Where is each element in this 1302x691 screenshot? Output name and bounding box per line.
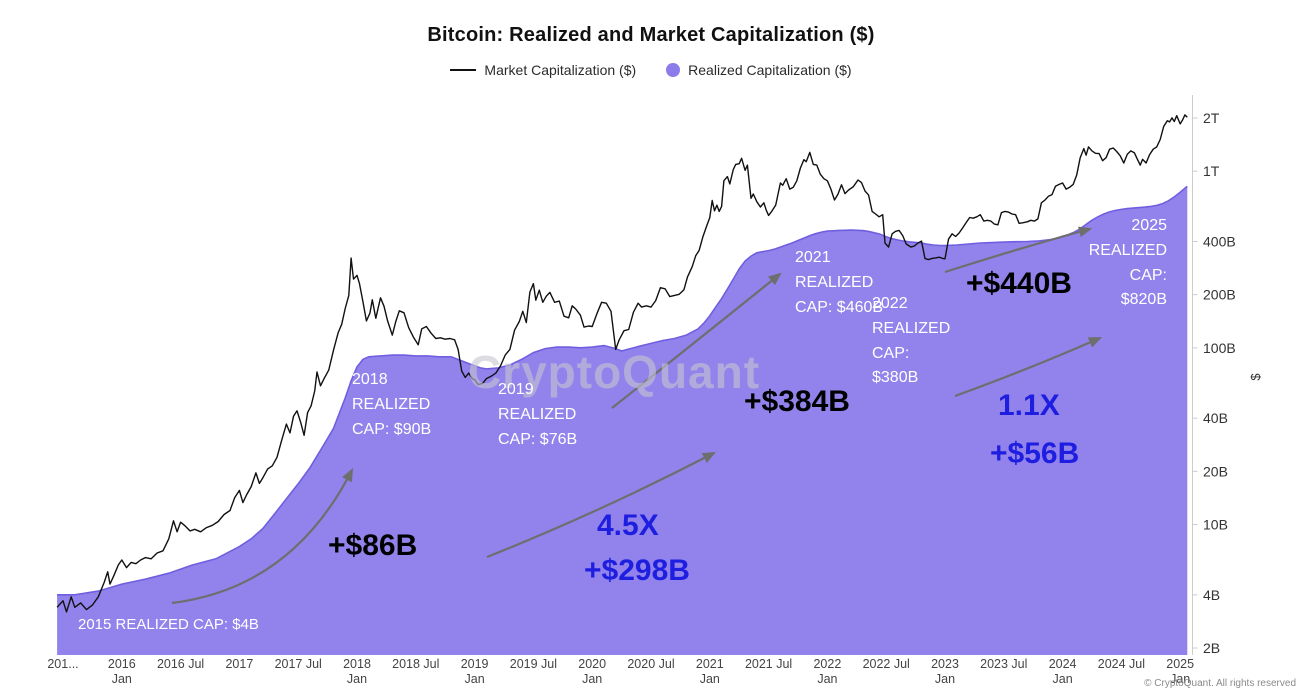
legend-item-market-cap[interactable]: Market Capitalization ($) xyxy=(450,62,636,78)
y-tick-label: 200B xyxy=(1203,287,1236,303)
y-tick-label: 20B xyxy=(1203,463,1228,479)
x-tick-label: 2017 xyxy=(225,657,253,671)
x-tick-label-line2: Jan xyxy=(582,672,602,686)
y-tick-label: 2B xyxy=(1203,640,1220,656)
y-tick-label: 2T xyxy=(1203,110,1220,126)
x-tick-label: 2025 xyxy=(1166,657,1194,671)
x-tick-label: 2021 xyxy=(696,657,724,671)
x-tick-label: 2022 Jul xyxy=(863,657,910,671)
x-tick-label: 2022 xyxy=(813,657,841,671)
y-tick-label: 400B xyxy=(1203,233,1236,249)
x-tick-label-line2: Jan xyxy=(700,672,720,686)
x-tick-label: 2023 Jul xyxy=(980,657,1027,671)
legend-item-realized-cap[interactable]: Realized Capitalization ($) xyxy=(666,62,852,78)
y-tick-label: 10B xyxy=(1203,517,1228,533)
annotation-arrow xyxy=(611,272,782,409)
y-tick-label: 1T xyxy=(1203,163,1220,179)
x-tick-label-line2: Jan xyxy=(347,672,367,686)
x-tick-label-line2: Jan xyxy=(112,672,132,686)
x-tick-label-line2: Jan xyxy=(465,672,485,686)
x-tick-label: 2018 xyxy=(343,657,371,671)
y-tick-label: 4B xyxy=(1203,587,1220,603)
annotation-arrow xyxy=(944,226,1093,274)
legend: Market Capitalization ($) Realized Capit… xyxy=(0,62,1302,78)
x-tick-label: 2017 Jul xyxy=(275,657,322,671)
annotation-arrow xyxy=(954,336,1103,398)
x-tick-label-line2: Jan xyxy=(1170,672,1190,686)
x-tick-label: 2020 xyxy=(578,657,606,671)
x-tick-label: 201... xyxy=(47,657,78,671)
legend-label-realized-cap: Realized Capitalization ($) xyxy=(688,62,852,78)
line-swatch-icon xyxy=(450,69,477,71)
y-axis-title: $ xyxy=(1248,373,1263,381)
annotation-arrow xyxy=(486,451,716,559)
market-cap-line xyxy=(56,114,1188,613)
legend-label-market-cap: Market Capitalization ($) xyxy=(484,62,637,78)
y-tick-label: 40B xyxy=(1203,410,1228,426)
y-tick-label: 100B xyxy=(1203,340,1236,356)
x-tick-label-line2: Jan xyxy=(935,672,955,686)
x-tick-label: 2019 xyxy=(461,657,489,671)
dot-swatch-icon xyxy=(666,63,681,77)
realized-cap-area xyxy=(57,186,1188,655)
chart-title: Bitcoin: Realized and Market Capitalizat… xyxy=(427,24,875,46)
x-tick-label: 2023 xyxy=(931,657,959,671)
x-tick-label: 2016 xyxy=(108,657,136,671)
x-tick-label-line2: Jan xyxy=(1053,672,1073,686)
x-tick-label: 2019 Jul xyxy=(510,657,557,671)
x-tick-label: 2020 Jul xyxy=(627,657,674,671)
x-tick-label-line2: Jan xyxy=(817,672,837,686)
x-tick-label: 2016 Jul xyxy=(157,657,204,671)
x-tick-label: 2024 Jul xyxy=(1098,657,1145,671)
copyright: © CryptoQuant. All rights reserved xyxy=(1144,678,1296,689)
x-tick-label: 2018 Jul xyxy=(392,657,439,671)
x-tick-label: 2021 Jul xyxy=(745,657,792,671)
annotation-arrow xyxy=(171,468,353,605)
x-tick-label: 2024 xyxy=(1049,657,1077,671)
